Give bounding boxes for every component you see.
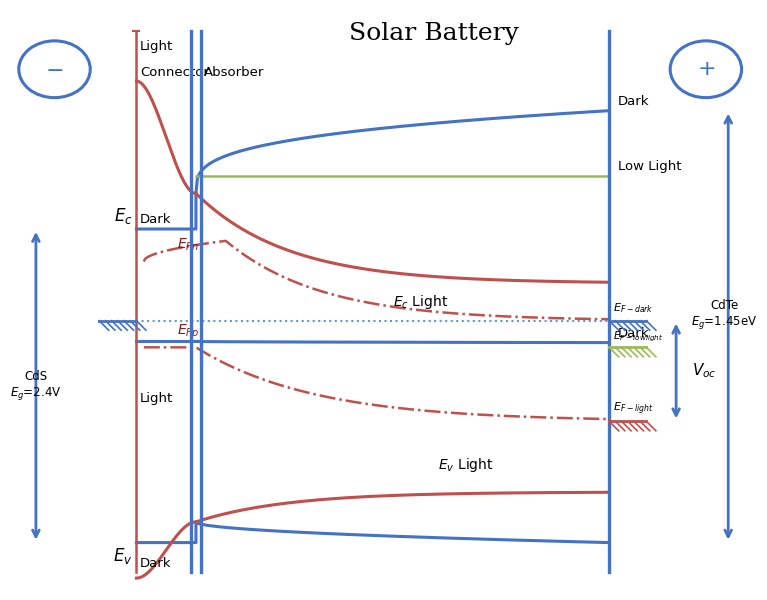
Text: $E_{Fn}$: $E_{Fn}$	[177, 236, 199, 253]
Text: Dark: Dark	[618, 95, 650, 108]
Text: $E_v$ Light: $E_v$ Light	[438, 455, 493, 473]
Text: CdTe
$E_g$=1.45eV: CdTe $E_g$=1.45eV	[691, 299, 758, 331]
Text: $E_{F-dark}$: $E_{F-dark}$	[613, 301, 653, 315]
Text: $V_{oc}$: $V_{oc}$	[693, 362, 717, 380]
Text: Dark: Dark	[140, 213, 172, 226]
Text: Dark: Dark	[618, 326, 650, 340]
Text: $E_c$ Light: $E_c$ Light	[393, 293, 449, 311]
Text: Low Light: Low Light	[618, 160, 682, 173]
Text: $E_v$: $E_v$	[114, 545, 133, 566]
Text: Connector: Connector	[140, 66, 209, 79]
Text: $E_{F-light}$: $E_{F-light}$	[613, 400, 653, 416]
Text: $E_{F-low light}$: $E_{F-low light}$	[613, 329, 663, 344]
Text: CdS
$E_g$=2.4V: CdS $E_g$=2.4V	[10, 370, 61, 402]
Text: $E_c$: $E_c$	[114, 206, 133, 226]
Text: Dark: Dark	[140, 557, 172, 571]
Text: $E_{Fp}$: $E_{Fp}$	[177, 323, 199, 341]
Text: Absorber: Absorber	[203, 66, 264, 79]
Text: Light: Light	[140, 392, 173, 405]
Text: $+$: $+$	[696, 59, 715, 79]
Text: Light: Light	[140, 40, 173, 53]
Text: $-$: $-$	[45, 59, 64, 79]
Text: Solar Battery: Solar Battery	[349, 22, 519, 45]
